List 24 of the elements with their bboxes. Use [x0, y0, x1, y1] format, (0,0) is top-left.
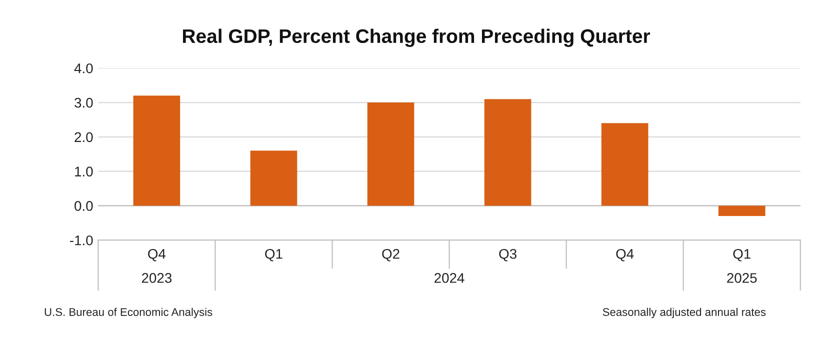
- bar: [601, 123, 648, 206]
- text: 2024: [434, 273, 464, 283]
- bar: [250, 150, 298, 206]
- text: Seasonally adjusted annual rates: [602, 308, 766, 318]
- bar: [367, 102, 414, 206]
- x-tick-label: Q2: [382, 248, 400, 262]
- chart-title: Real GDP, Percent Change from Preceding Quarter: [183, 28, 650, 47]
- text: U.S. Bureau of Economic Analysis: [44, 308, 212, 318]
- y-tick-label: 4.0: [74, 63, 93, 74]
- y-tick-label: 3.0: [74, 98, 93, 108]
- x-tick-label: Q4: [616, 248, 634, 262]
- x-tick-label: Q3: [499, 248, 516, 262]
- x-tick-label: Q1: [733, 248, 750, 262]
- text: 2025: [727, 273, 757, 283]
- bar: [133, 96, 180, 206]
- x-tick-label: Q1: [265, 248, 282, 262]
- y-tick-label: 2.0: [74, 132, 93, 142]
- y-tick-label: 0.0: [74, 201, 93, 211]
- bar: [484, 99, 532, 206]
- y-tick-label: -1.0: [70, 235, 93, 246]
- x-tick-label: Q4: [148, 248, 166, 262]
- bar: [718, 206, 766, 216]
- text: 2023: [142, 273, 172, 283]
- y-tick-label: 1.0: [75, 166, 93, 176]
